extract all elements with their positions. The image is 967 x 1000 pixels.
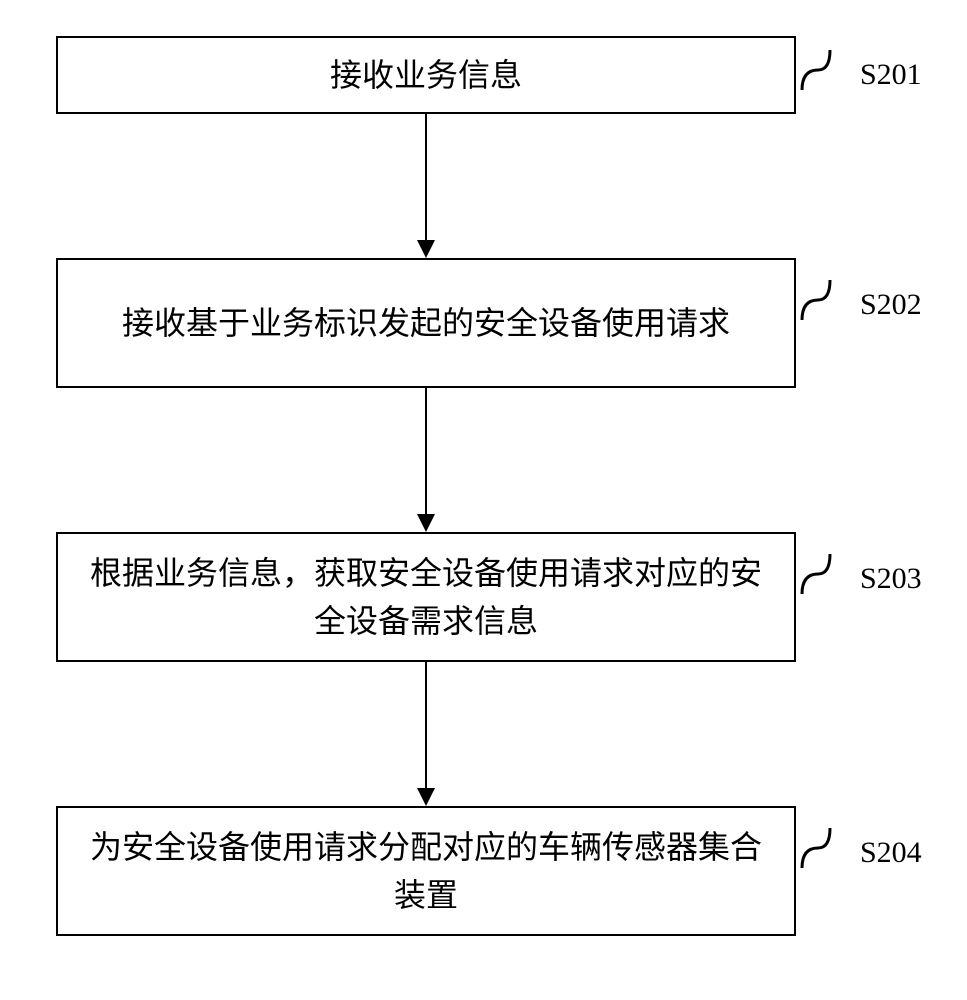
flowchart-container: 接收业务信息 S201 接收基于业务标识发起的安全设备使用请求 S202 根据业… [0,0,967,1000]
arrow-head-icon [417,514,435,532]
step-label-s203: S203 [860,562,922,596]
arrow-line [425,388,427,516]
step-box-s202: 接收基于业务标识发起的安全设备使用请求 [56,258,796,388]
label-text: S201 [860,58,922,91]
arrow-head-icon [417,240,435,258]
bracket-icon [800,278,856,322]
label-text: S204 [860,836,922,869]
step-text: 接收基于业务标识发起的安全设备使用请求 [122,299,730,347]
step-text: 为安全设备使用请求分配对应的车辆传感器集合装置 [78,823,774,919]
step-label-s201: S201 [860,58,922,92]
bracket-icon [800,48,856,92]
step-text: 根据业务信息，获取安全设备使用请求对应的安全设备需求信息 [78,549,774,645]
bracket-icon [800,552,856,596]
arrow-line [425,114,427,242]
step-label-s202: S202 [860,288,922,322]
step-label-s204: S204 [860,836,922,870]
step-text: 接收业务信息 [330,51,522,99]
arrow-head-icon [417,788,435,806]
label-text: S203 [860,562,922,595]
step-box-s204: 为安全设备使用请求分配对应的车辆传感器集合装置 [56,806,796,936]
bracket-icon [800,826,856,870]
step-box-s201: 接收业务信息 [56,36,796,114]
label-text: S202 [860,288,922,321]
step-box-s203: 根据业务信息，获取安全设备使用请求对应的安全设备需求信息 [56,532,796,662]
arrow-line [425,662,427,790]
